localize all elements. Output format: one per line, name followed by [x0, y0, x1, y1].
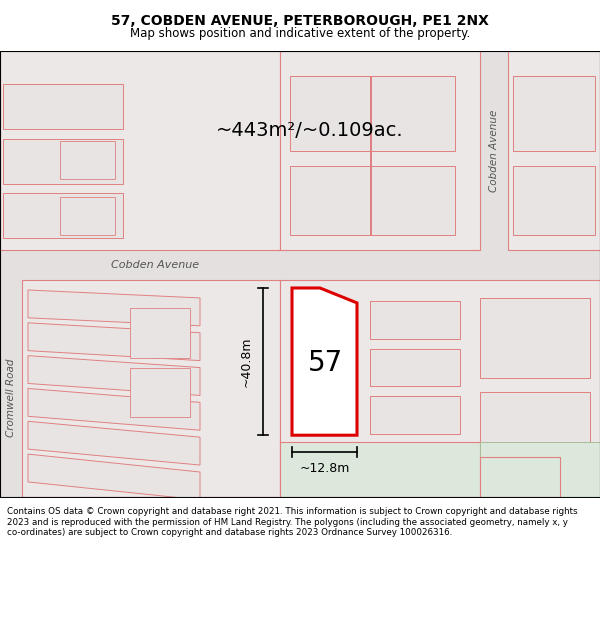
- Bar: [480, 457, 560, 497]
- Bar: [3, 84, 123, 129]
- Bar: [290, 166, 455, 235]
- Text: ~40.8m: ~40.8m: [240, 336, 253, 387]
- Text: Map shows position and indicative extent of the property.: Map shows position and indicative extent…: [130, 27, 470, 40]
- Text: 57, COBDEN AVENUE, PETERBOROUGH, PE1 2NX: 57, COBDEN AVENUE, PETERBOROUGH, PE1 2NX: [111, 14, 489, 28]
- Polygon shape: [28, 421, 200, 465]
- Bar: [370, 76, 372, 235]
- Text: Cobden Avenue: Cobden Avenue: [111, 260, 199, 270]
- Bar: [0, 280, 22, 497]
- Bar: [513, 166, 595, 235]
- Bar: [370, 349, 460, 386]
- Bar: [130, 368, 190, 418]
- Bar: [513, 76, 595, 151]
- Bar: [280, 280, 600, 497]
- Bar: [370, 444, 460, 482]
- Bar: [370, 396, 460, 434]
- Polygon shape: [292, 288, 357, 435]
- Bar: [480, 298, 590, 378]
- Polygon shape: [22, 280, 280, 497]
- Bar: [0, 51, 280, 250]
- Text: ~443m²/~0.109ac.: ~443m²/~0.109ac.: [216, 121, 404, 141]
- Bar: [60, 141, 115, 179]
- Text: 57: 57: [307, 349, 343, 377]
- Bar: [370, 301, 460, 339]
- Polygon shape: [28, 454, 200, 500]
- Bar: [508, 51, 600, 250]
- Polygon shape: [28, 322, 200, 361]
- Bar: [480, 392, 590, 482]
- Text: Cobden Avenue: Cobden Avenue: [489, 109, 499, 192]
- Bar: [280, 51, 480, 250]
- Polygon shape: [28, 356, 200, 396]
- Polygon shape: [28, 290, 200, 326]
- Text: Cromwell Road: Cromwell Road: [6, 358, 16, 437]
- Bar: [60, 198, 115, 235]
- Bar: [0, 250, 600, 280]
- Text: Contains OS data © Crown copyright and database right 2021. This information is : Contains OS data © Crown copyright and d…: [7, 507, 578, 537]
- Bar: [480, 442, 600, 497]
- Polygon shape: [28, 389, 200, 430]
- Text: ~12.8m: ~12.8m: [299, 462, 350, 475]
- Bar: [480, 51, 508, 250]
- Bar: [290, 76, 455, 151]
- Bar: [130, 308, 190, 358]
- Bar: [3, 139, 123, 184]
- Bar: [280, 442, 480, 497]
- Bar: [3, 194, 123, 238]
